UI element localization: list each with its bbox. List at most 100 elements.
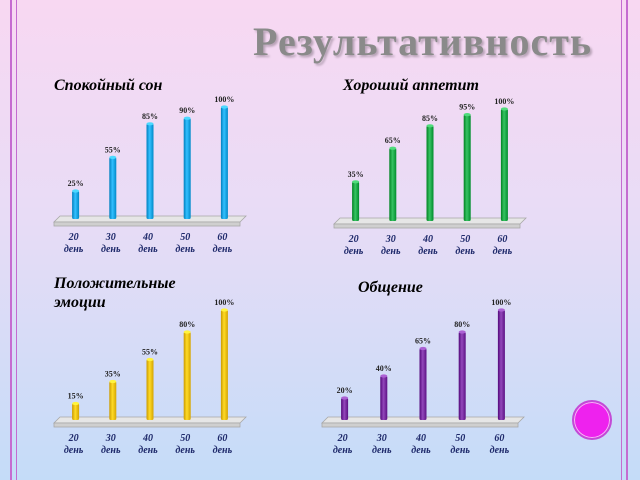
chart-bar [458, 332, 466, 420]
chart-tick-label-unit: день [455, 246, 475, 257]
chart-data-label: 100% [491, 298, 511, 307]
chart-tick-label: 50 [180, 232, 190, 243]
chart-tick-label-unit: день [213, 445, 233, 456]
chart-bar-cap [220, 105, 228, 109]
chart-tick-label-unit: день [175, 244, 195, 255]
chart-data-label: 80% [179, 320, 195, 329]
chart-tick-label: 20 [68, 232, 79, 243]
chart-title-sleep: Спокойный сон [54, 77, 163, 94]
chart-tick-label-unit: день [64, 244, 84, 255]
chart-bar-cap [389, 146, 397, 150]
chart-tick-label: 50 [460, 234, 470, 245]
chart-data-label: 65% [415, 337, 431, 346]
chart-tick-label: 50 [455, 433, 465, 444]
chart-communication: 20%20день40%30день65%40день80%50день100%… [321, 298, 525, 456]
chart-tick-label: 20 [348, 234, 359, 245]
chart-tick-label: 30 [385, 234, 396, 245]
chart-data-label: 90% [179, 106, 195, 115]
chart-tick-label-unit: день [490, 445, 510, 456]
chart-data-label: 95% [459, 103, 475, 112]
chart-tick-label: 60 [217, 232, 227, 243]
chart-title-emotions: Положительные эмоции [54, 275, 176, 311]
chart-data-label: 85% [422, 114, 438, 123]
chart-data-label: 100% [214, 298, 234, 307]
chart-bar-cap [109, 379, 117, 384]
chart-data-label: 35% [348, 170, 364, 179]
chart-tick-label-unit: день [64, 445, 84, 456]
nav-circle-button[interactable] [572, 400, 612, 440]
chart-bar [72, 403, 80, 420]
frame-line-left-outer [10, 0, 12, 480]
chart-data-label: 100% [214, 95, 234, 104]
chart-bar [109, 381, 117, 420]
chart-sleep: 25%20день55%30день85%40день90%50день100%… [53, 95, 247, 255]
chart-bar [220, 107, 228, 219]
chart-bar [146, 123, 154, 219]
chart-bar-cap [463, 113, 471, 117]
chart-tick-label: 40 [142, 433, 153, 444]
chart-tick-label: 60 [217, 433, 227, 444]
chart-tick-label: 40 [415, 433, 426, 444]
chart-tick-label-unit: день [213, 244, 233, 255]
chart-tick-label-unit: день [138, 445, 158, 456]
chart-tick-label: 40 [142, 232, 153, 243]
chart-appetite: 35%20день65%30день85%40день95%50день100%… [333, 97, 527, 257]
chart-tick-label: 20 [337, 433, 348, 444]
chart-tick-label-unit: день [138, 244, 158, 255]
chart-bar [500, 109, 508, 221]
chart-bar-cap [497, 308, 505, 312]
chart-floor-edge [53, 221, 241, 227]
chart-bar-cap [183, 116, 191, 120]
chart-data-label: 80% [454, 320, 470, 329]
chart-bar [220, 310, 228, 420]
chart-tick-label-unit: день [372, 445, 392, 456]
chart-bar-cap [500, 107, 508, 111]
chart-floor-edge [321, 422, 519, 428]
chart-tick-label-unit: день [493, 246, 513, 257]
chart-bar-cap [419, 346, 427, 351]
chart-bar-cap [380, 374, 388, 378]
chart-data-label: 85% [142, 112, 158, 121]
chart-bar [183, 332, 191, 420]
chart-title-communication: Общение [358, 279, 423, 296]
chart-tick-label-unit: день [101, 445, 121, 456]
chart-tick-label-unit: день [381, 246, 401, 257]
chart-floor-edge [53, 422, 241, 428]
chart-tick-label: 30 [376, 433, 387, 444]
chart-tick-label-unit: день [333, 445, 353, 456]
chart-data-label: 25% [68, 179, 84, 188]
chart-data-label: 40% [376, 364, 392, 373]
chart-bar [497, 310, 505, 420]
chart-bar-cap [426, 124, 434, 128]
chart-data-label: 55% [105, 145, 121, 154]
chart-tick-label: 60 [497, 234, 507, 245]
chart-bar [72, 191, 80, 219]
chart-bar [183, 118, 191, 219]
chart-bar [463, 114, 471, 221]
chart-bar-cap [220, 308, 228, 312]
chart-title-appetite: Хороший аппетит [343, 77, 479, 94]
chart-data-label: 35% [105, 370, 121, 379]
chart-tick-label-unit: день [418, 246, 438, 257]
chart-emotions: 15%20день35%30день55%40день80%50день100%… [53, 298, 247, 456]
chart-bar-cap [458, 330, 466, 334]
chart-data-label: 15% [68, 392, 84, 401]
chart-data-label: 55% [142, 348, 158, 357]
chart-tick-label-unit: день [175, 445, 195, 456]
chart-bar-cap [352, 180, 360, 184]
chart-bar [419, 348, 427, 420]
chart-bar [341, 398, 349, 420]
frame-line-right-outer [626, 0, 628, 480]
chart-tick-label: 50 [180, 433, 190, 444]
chart-bar [380, 376, 388, 420]
chart-bar-cap [109, 155, 117, 159]
chart-bar [109, 157, 117, 219]
chart-bar [146, 359, 154, 420]
slide-title: Результативность [253, 19, 592, 64]
chart-tick-label: 60 [494, 433, 504, 444]
chart-tick-label: 30 [105, 433, 116, 444]
chart-bar [389, 148, 397, 221]
frame-line-left-inner [16, 0, 17, 480]
chart-bar-cap [72, 401, 80, 406]
chart-tick-label-unit: день [450, 445, 470, 456]
